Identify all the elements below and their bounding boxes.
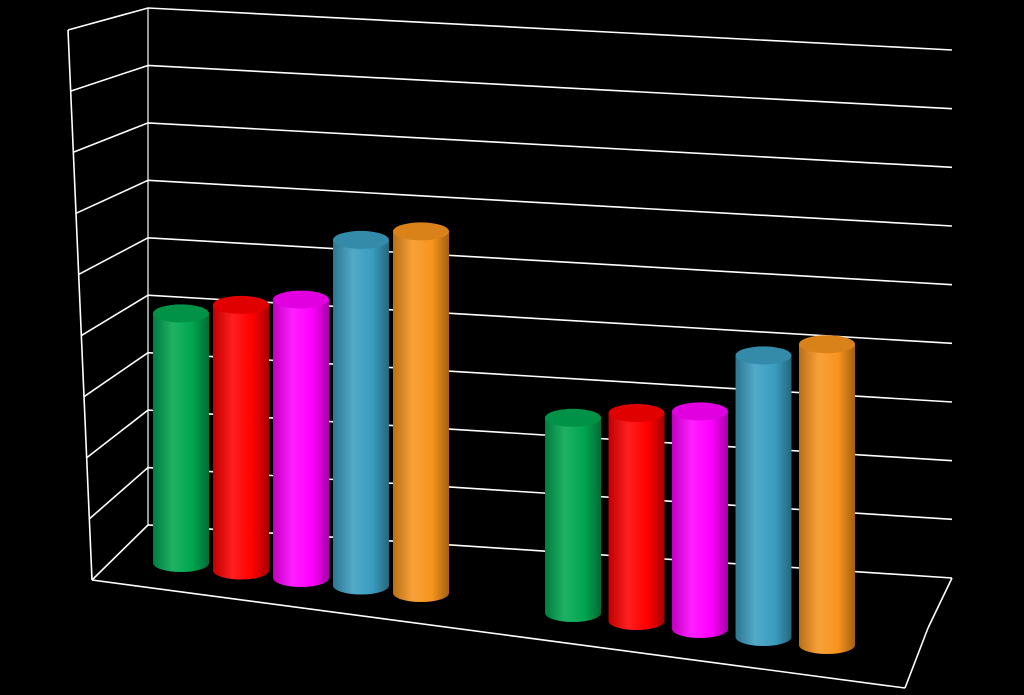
bar-top (608, 404, 665, 422)
chart-frame (67, 7, 953, 689)
bar-body (545, 417, 601, 622)
gridline (78, 236, 953, 286)
bar-body (799, 344, 855, 654)
bar-top (672, 402, 728, 421)
floor-right-edge (927, 577, 953, 629)
bar (333, 230, 389, 595)
bar-body (333, 239, 389, 595)
bar-body (608, 413, 665, 630)
bar (608, 404, 665, 630)
bar-body (153, 313, 209, 572)
gridline (67, 7, 953, 51)
bar-top (213, 295, 269, 314)
gridline (70, 64, 953, 110)
floor-corner-edge (904, 627, 929, 689)
bar-top (393, 222, 449, 241)
bar-body (213, 304, 269, 580)
bar (735, 346, 792, 646)
bar (393, 222, 449, 602)
bar (213, 295, 269, 580)
y-axis-line (67, 29, 93, 581)
gridline (73, 122, 953, 169)
bar (672, 402, 728, 638)
bar-body (273, 299, 329, 587)
gridline (75, 179, 953, 227)
bar-top (735, 346, 792, 365)
bar-top (545, 408, 601, 427)
bar (153, 304, 209, 572)
bar (273, 290, 329, 587)
bar-top (153, 304, 209, 323)
bar-top (333, 230, 389, 249)
bars-layer (153, 222, 855, 654)
bar (545, 408, 601, 622)
bar-top (273, 290, 329, 309)
bar-body (393, 231, 449, 602)
bar (799, 335, 855, 654)
bar-top (799, 335, 855, 354)
x-axis-line (91, 579, 906, 689)
bar-body (672, 411, 728, 638)
bar-body (735, 355, 792, 646)
